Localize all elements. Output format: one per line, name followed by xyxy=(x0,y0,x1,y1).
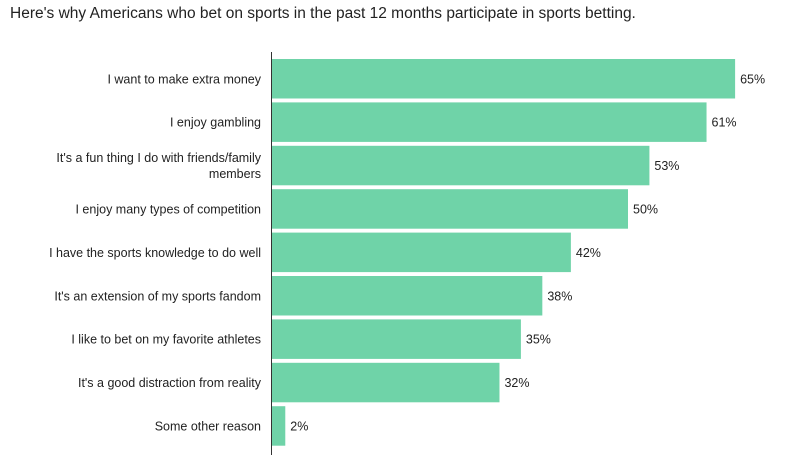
chart-title: Here's why Americans who bet on sports i… xyxy=(10,5,636,22)
data-label: 61% xyxy=(712,116,737,130)
bar xyxy=(271,232,571,273)
bar xyxy=(271,362,500,403)
data-label: 42% xyxy=(576,246,601,260)
data-label: 65% xyxy=(740,72,765,86)
category-label: Some other reason xyxy=(155,419,261,433)
data-label: 2% xyxy=(290,419,308,433)
bar xyxy=(271,145,650,186)
category-label: It's a fun thing I do with friends/famil… xyxy=(56,151,261,181)
category-label: It's a good distraction from reality xyxy=(78,376,262,390)
data-label: 38% xyxy=(547,289,572,303)
category-label: I like to bet on my favorite athletes xyxy=(71,333,261,347)
bar xyxy=(271,319,521,359)
bar xyxy=(271,406,286,446)
bar xyxy=(271,189,628,229)
bar xyxy=(271,102,707,142)
data-label: 32% xyxy=(504,376,529,390)
data-label: 35% xyxy=(526,333,551,347)
data-label: 53% xyxy=(654,159,679,173)
category-label: I have the sports knowledge to do well xyxy=(49,246,261,260)
category-label: I enjoy many types of competition xyxy=(75,202,261,216)
data-label: 50% xyxy=(633,202,658,216)
category-label: It's an extension of my sports fandom xyxy=(54,289,261,303)
bar xyxy=(271,59,736,99)
bar xyxy=(271,276,543,316)
category-label: I enjoy gambling xyxy=(170,116,261,130)
category-label: I want to make extra money xyxy=(107,72,261,86)
